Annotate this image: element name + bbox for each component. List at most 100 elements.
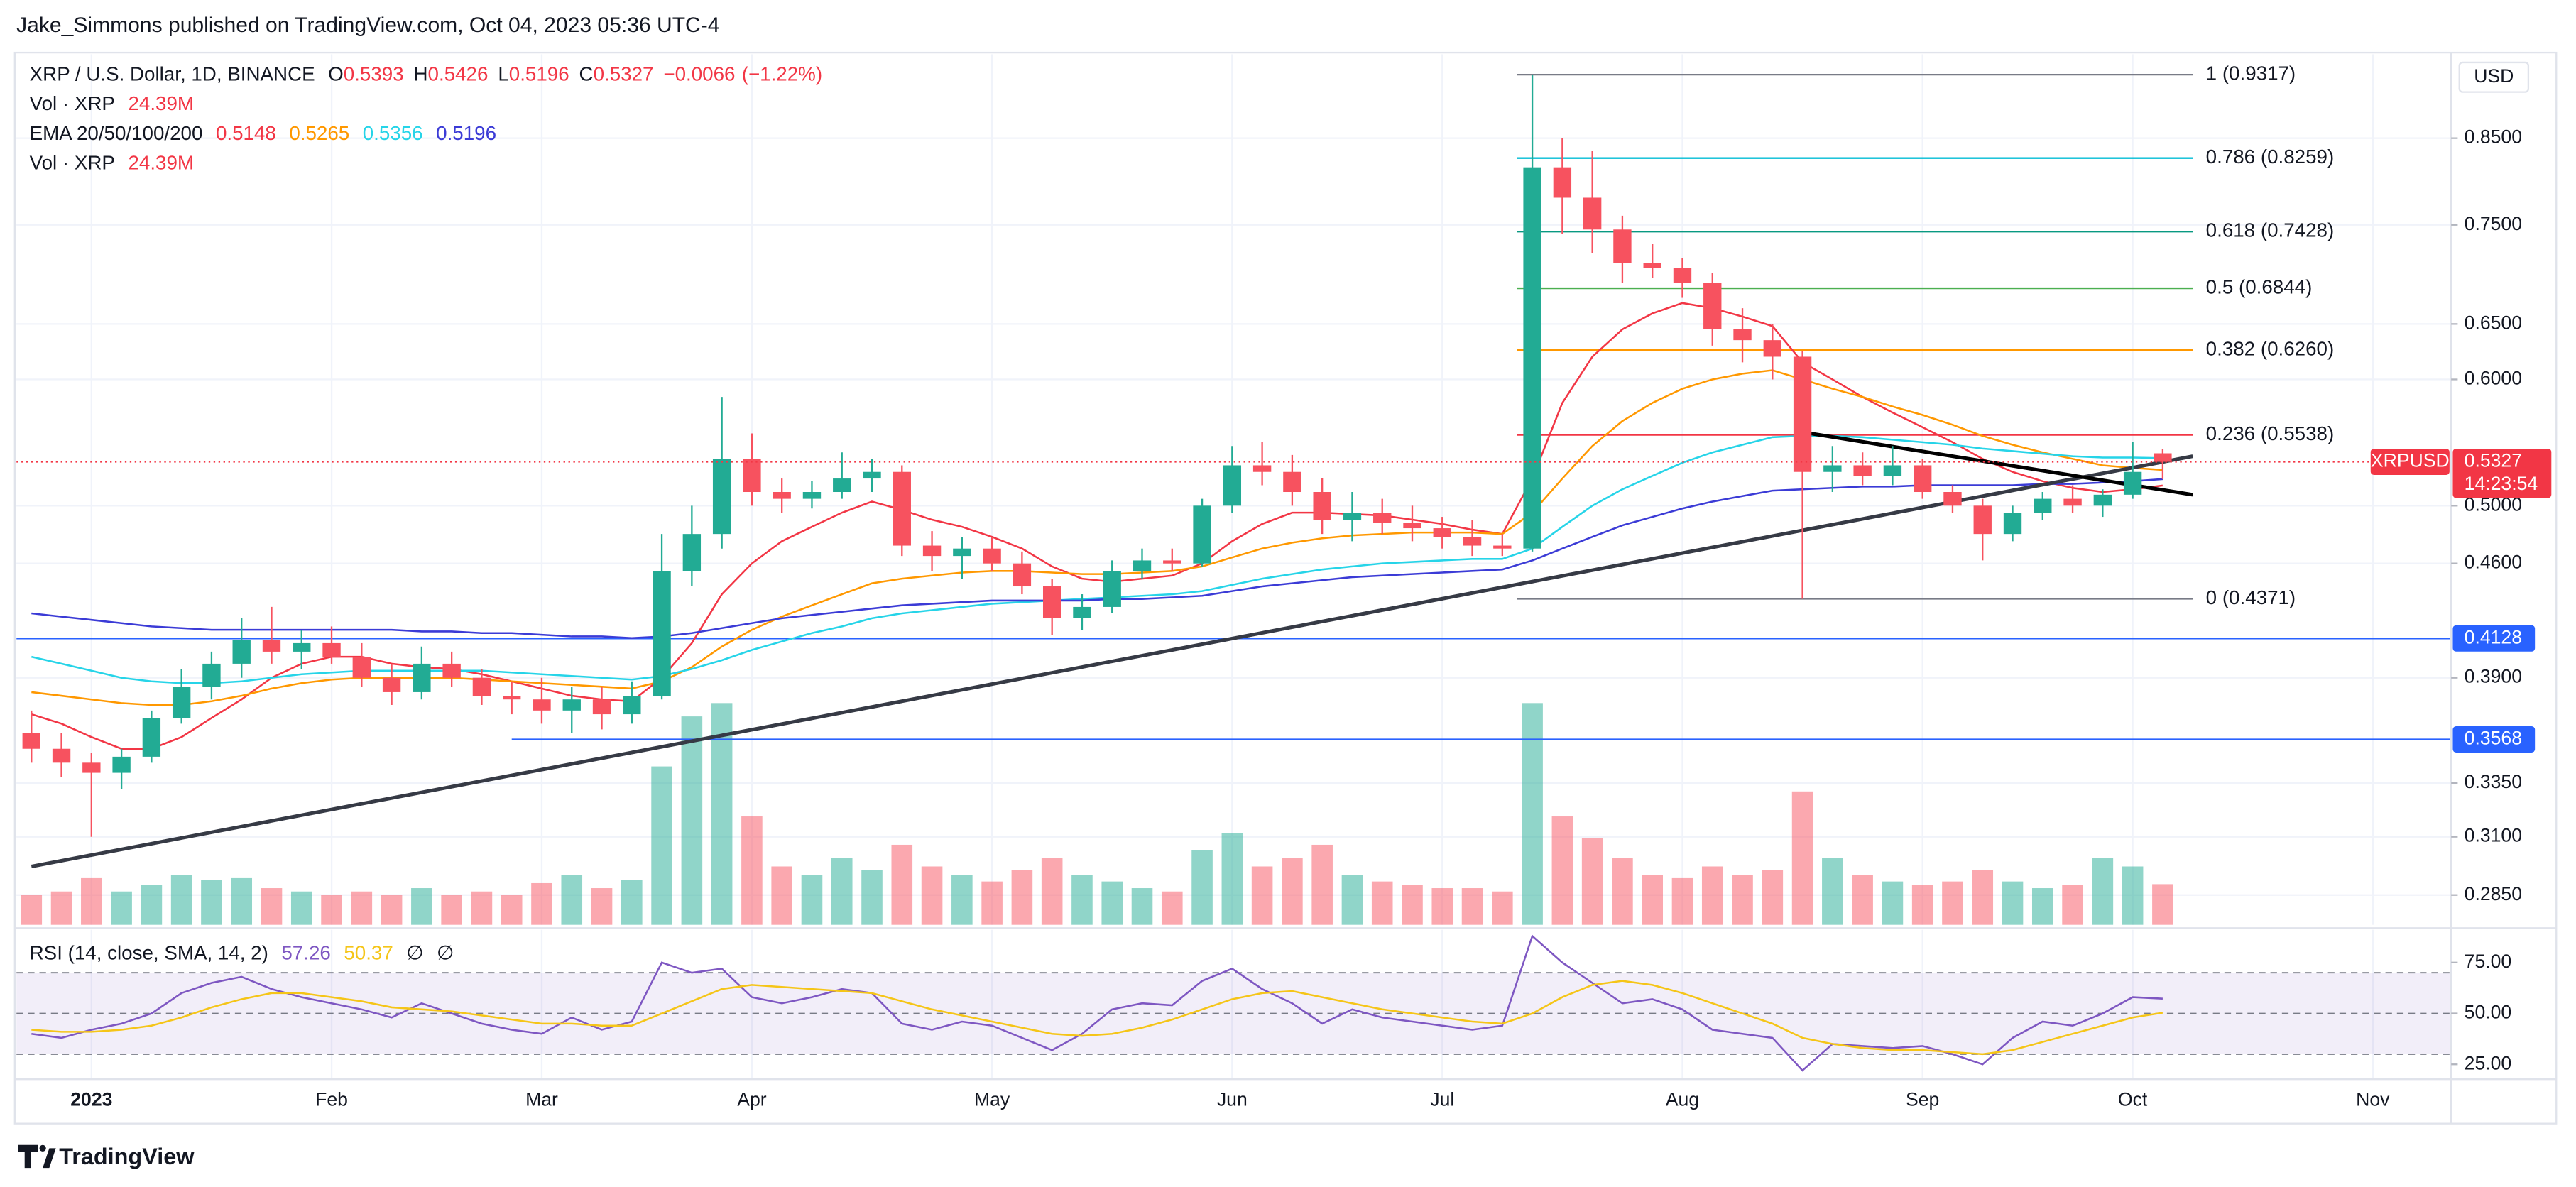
candle-body	[1193, 505, 1211, 564]
ema-value: 0.5265	[289, 122, 349, 144]
candle-body	[1553, 167, 1572, 198]
candle-body	[22, 733, 40, 749]
candle-body	[293, 642, 311, 652]
volume-bar	[1612, 858, 1633, 925]
ohlc-value: 0.5393	[344, 63, 404, 85]
candle-body	[1252, 465, 1272, 472]
volume-bar	[1041, 858, 1063, 925]
fib-label: 0.5 (0.6844)	[2206, 275, 2313, 297]
ohlc-value: 0.5196	[509, 63, 569, 85]
rsi-legend: RSI (14, close, SMA, 14, 2) 57.26 50.37 ∅ ∅	[30, 942, 454, 964]
volume-bar	[21, 895, 43, 925]
volume-bar	[591, 888, 613, 925]
volume-bar	[1551, 816, 1573, 925]
volume-bar	[381, 895, 403, 925]
candle-body	[322, 642, 341, 657]
volume-bar	[231, 877, 253, 925]
volume-bar	[1341, 875, 1363, 925]
price-tag	[2452, 449, 2552, 498]
candle-body	[202, 663, 221, 687]
candle-body	[1042, 586, 1061, 618]
brand: TradingView	[59, 1144, 195, 1169]
volume-bar	[81, 877, 102, 925]
countdown: 14:23:54	[2465, 473, 2538, 494]
volume-bar	[1522, 703, 1543, 925]
volume-bar	[111, 891, 132, 925]
rsi-band	[16, 973, 2452, 1054]
rsi-value: 57.26	[281, 942, 330, 964]
candle-body	[922, 545, 942, 557]
volume-bar	[2092, 858, 2114, 925]
y-tick-label: 0.8500	[2465, 126, 2522, 148]
candle-body	[1613, 229, 1632, 263]
x-tick-label: Sep	[1906, 1088, 1939, 1110]
level-label: 0.3568	[2465, 728, 2522, 749]
volume-bar	[1701, 866, 1723, 925]
volume-bar	[1071, 875, 1093, 925]
price-label: 0.5327	[2465, 450, 2522, 471]
candle-body	[262, 640, 281, 652]
volume-bar	[1882, 881, 1904, 925]
volume-bar	[50, 891, 72, 925]
symbol-legend: XRP / U.S. Dollar, 1D, BINANCE O0.5393 H0.…	[30, 63, 822, 85]
volume-bar	[1581, 838, 1603, 925]
volume-bar	[1492, 891, 1513, 925]
x-tick-label: May	[974, 1088, 1010, 1110]
x-tick-label: Oct	[2118, 1088, 2148, 1110]
ema-legend: EMA 20/50/100/200 0.5148 0.5265 0.5356 0.519…	[30, 122, 496, 144]
candle-body	[442, 663, 461, 678]
volume-bar	[741, 816, 763, 925]
change-pct: (−1.22%)	[742, 63, 822, 85]
volume-bar	[1642, 875, 1663, 925]
ema-value: 0.5196	[436, 122, 496, 144]
candle-body	[773, 492, 791, 499]
volume-bar	[831, 858, 853, 925]
volume-bar	[951, 875, 973, 925]
volume-bar	[1671, 877, 1693, 925]
volume-bar	[201, 880, 222, 925]
rsi-pane	[16, 934, 2452, 1072]
candle-body	[2034, 498, 2052, 513]
volume-bar	[801, 875, 823, 925]
volume-bar	[1251, 866, 1273, 925]
x-tick-label: Jun	[1217, 1088, 1248, 1110]
volume-bar	[681, 716, 703, 925]
volume-name: Vol · XRP	[30, 152, 115, 174]
volume-bar	[501, 895, 523, 925]
x-tick-label: 2023	[70, 1088, 112, 1110]
candle-body	[1914, 465, 1932, 493]
volume-value: 24.39M	[128, 152, 194, 174]
candle-body	[142, 718, 161, 757]
fib-label: 0 (0.4371)	[2206, 586, 2296, 608]
volume-name: Vol · XRP	[30, 92, 115, 114]
byline: Jake_Simmons published on TradingView.co…	[16, 13, 719, 37]
candle-body	[1883, 465, 1902, 476]
candle-body	[413, 663, 431, 692]
candle-body	[1763, 340, 1781, 357]
ohlc-label: L	[498, 63, 508, 85]
candle-body	[1493, 545, 1512, 549]
volume-bar	[1282, 858, 1303, 925]
candle-body	[743, 459, 761, 493]
candle-body	[82, 762, 101, 773]
candle-body	[2003, 513, 2022, 535]
change: −0.0066	[663, 63, 735, 85]
fib-label: 0.786 (0.8259)	[2206, 146, 2335, 168]
volume-legend: Vol · XRP 24.39M	[30, 92, 194, 114]
ohlc-value: 0.5426	[428, 63, 489, 85]
volume-bar	[2062, 885, 2083, 925]
level-tag	[2452, 625, 2536, 652]
candle-body	[863, 471, 881, 479]
candle-body	[893, 471, 911, 546]
candle-body	[1373, 513, 1392, 523]
volume-bar	[531, 882, 552, 925]
volume-bar	[441, 895, 462, 925]
ohlc-value: 0.5327	[594, 63, 654, 85]
volume-bar	[2031, 888, 2053, 925]
rsi-sma-value: 50.37	[344, 942, 393, 964]
rsi-name: RSI (14, close, SMA, 14, 2)	[30, 942, 268, 964]
candle-body	[112, 756, 131, 773]
